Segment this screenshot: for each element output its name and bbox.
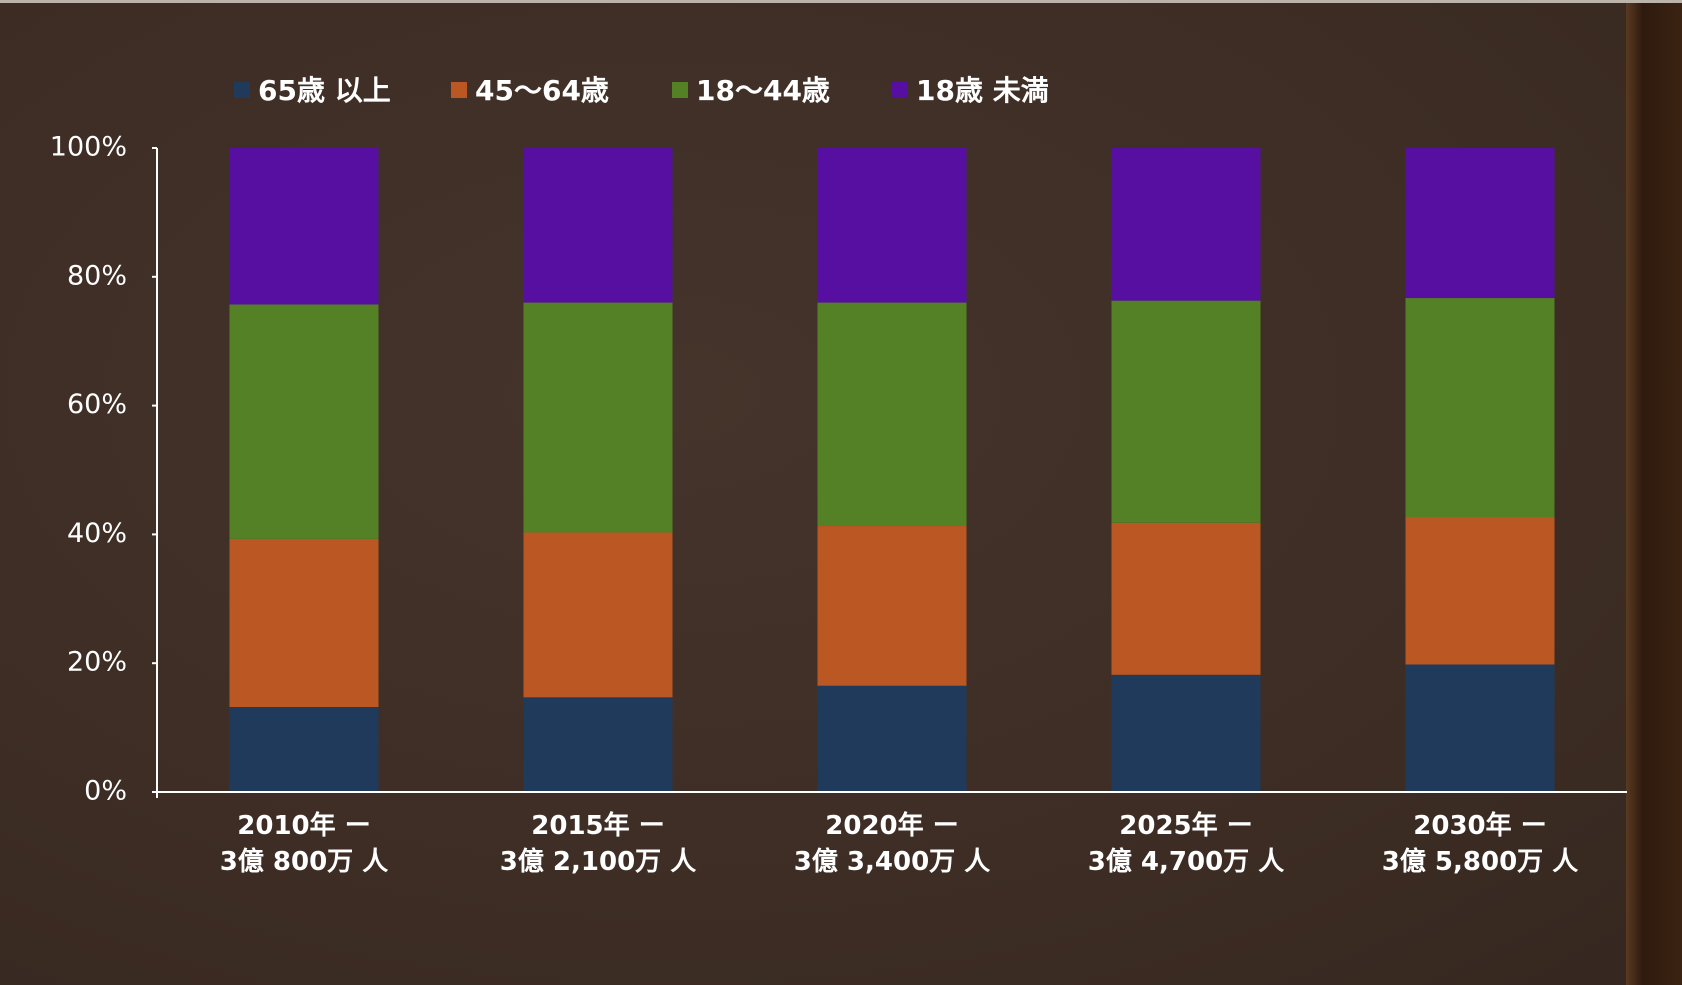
legend-swatch xyxy=(672,82,688,98)
bar-segment xyxy=(1111,522,1261,675)
bar-segment xyxy=(1405,298,1555,518)
bar-segment xyxy=(1111,148,1261,301)
bar-segment xyxy=(1405,148,1555,299)
bar-segment xyxy=(817,148,967,303)
bar-segment xyxy=(1405,664,1555,792)
bar-segment xyxy=(229,148,379,305)
legend-label: 18～44歳 xyxy=(696,74,830,107)
bar-segment xyxy=(817,302,967,527)
y-tick-label: 40% xyxy=(67,518,127,549)
y-tick-label: 100% xyxy=(50,132,127,163)
bar-segment xyxy=(1111,674,1261,792)
bar-segment xyxy=(229,538,379,707)
legend-label: 65歳 以上 xyxy=(258,74,391,107)
bar-segment xyxy=(817,526,967,686)
y-tick-label: 60% xyxy=(67,389,127,420)
x-tick-label: 2020年 ー 3億 3,400万 人 xyxy=(793,811,991,877)
torn-edge xyxy=(1626,0,1682,985)
x-tick-label: 2030年 ー 3億 5,800万 人 xyxy=(1381,811,1579,877)
bar-segment xyxy=(229,304,379,539)
y-tick-label: 80% xyxy=(67,260,127,291)
legend-swatch xyxy=(892,82,908,98)
legend-label: 45～64歳 xyxy=(475,74,609,107)
x-tick-label: 2025年 ー 3億 4,700万 人 xyxy=(1087,811,1285,877)
bar-segment xyxy=(523,532,673,698)
bar-segment xyxy=(1405,517,1555,665)
bar-segment xyxy=(1111,300,1261,523)
x-tick-label: 2010年 ー 3億 800万 人 xyxy=(219,811,389,877)
y-tick-label: 0% xyxy=(84,776,127,807)
legend-swatch xyxy=(234,82,250,98)
top-border xyxy=(0,0,1682,3)
bar-segment xyxy=(523,302,673,533)
bar-segment xyxy=(523,697,673,792)
bar-segment xyxy=(523,148,673,303)
y-tick-label: 20% xyxy=(67,647,127,678)
bar-segment xyxy=(229,706,379,792)
legend-label: 18歳 未満 xyxy=(916,74,1049,107)
legend-swatch xyxy=(451,82,467,98)
x-tick-label: 2015年 ー 3億 2,100万 人 xyxy=(499,811,697,877)
bar-segment xyxy=(817,685,967,792)
